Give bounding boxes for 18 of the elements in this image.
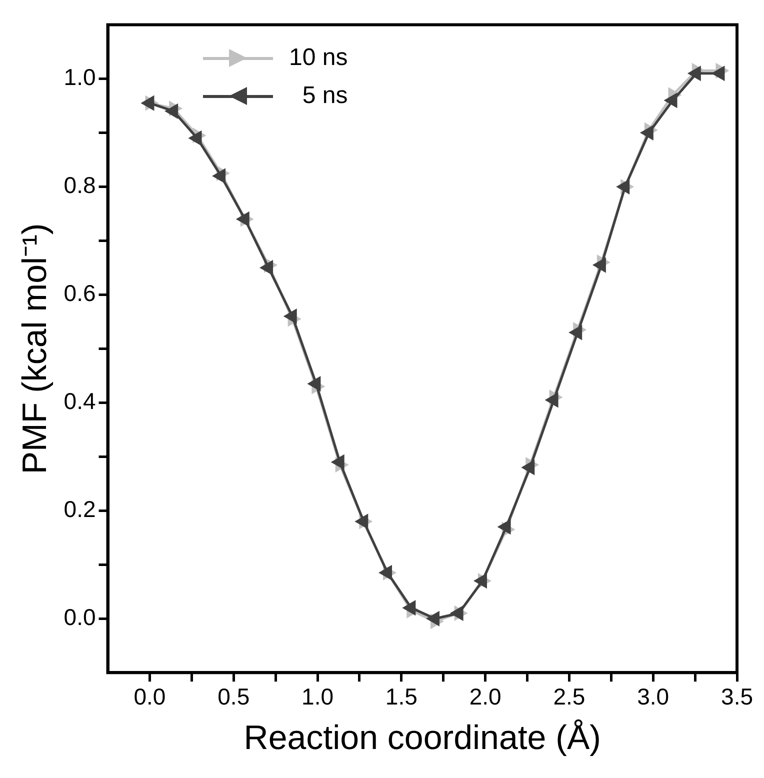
y-tick-label: 0.4 <box>64 388 96 414</box>
x-tick-label: 1.0 <box>302 684 334 710</box>
x-tick-label: 0.5 <box>218 684 250 710</box>
x-tick-label: 0.0 <box>134 684 166 710</box>
x-tick-label: 2.0 <box>469 684 502 710</box>
y-tick-label: 0.0 <box>64 604 96 630</box>
legend-label: 10 ns <box>288 44 348 72</box>
y-tick-label: 0.8 <box>64 172 96 198</box>
x-tick-label: 3.0 <box>637 684 670 710</box>
legend-label: 5 ns <box>301 82 348 110</box>
x-axis-title: Reaction coordinate (Å) <box>244 718 601 757</box>
x-tick-label: 3.5 <box>721 684 754 710</box>
y-axis-title: PMF (kcal mol⁻¹) <box>16 223 54 474</box>
y-tick-label: 0.2 <box>64 496 96 522</box>
x-tick-label: 2.5 <box>553 684 586 710</box>
x-tick-label: 1.5 <box>385 684 418 710</box>
y-tick-label: 0.6 <box>64 280 96 306</box>
y-tick-label: 1.0 <box>64 64 96 90</box>
